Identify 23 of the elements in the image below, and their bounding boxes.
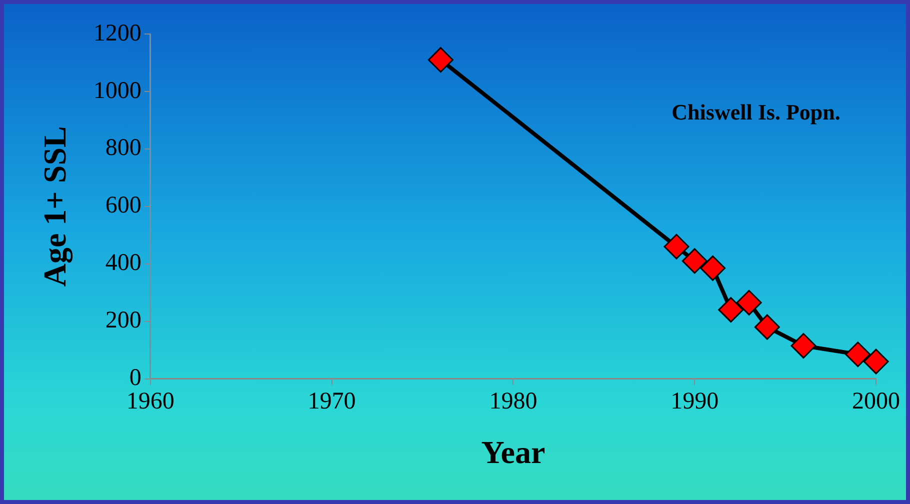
point xyxy=(682,248,708,274)
point xyxy=(700,255,726,281)
x-tick-label: 1990 xyxy=(670,388,719,414)
x-tick-label: 1980 xyxy=(489,388,538,414)
point xyxy=(863,348,889,374)
point xyxy=(845,342,871,368)
y-axis-title: Age 1+ SSL xyxy=(36,126,74,287)
y-tick-label: 600 xyxy=(105,192,142,219)
point xyxy=(664,234,690,260)
x-axis-title: Year xyxy=(481,434,546,470)
point xyxy=(736,290,762,316)
y-tick-label: 1000 xyxy=(93,78,142,104)
y-tick-label: 400 xyxy=(105,250,142,276)
x-tick-label: 2000 xyxy=(852,388,900,414)
x-tick-label: 1970 xyxy=(308,388,356,414)
point xyxy=(754,314,780,340)
point xyxy=(428,47,454,73)
point xyxy=(790,333,816,359)
point xyxy=(718,297,744,323)
y-tick-label: 800 xyxy=(105,135,142,162)
y-tick-label: 1200 xyxy=(93,20,142,46)
annotation: Chiswell Is. Popn. xyxy=(672,100,840,125)
y-tick-label: 200 xyxy=(105,308,142,334)
